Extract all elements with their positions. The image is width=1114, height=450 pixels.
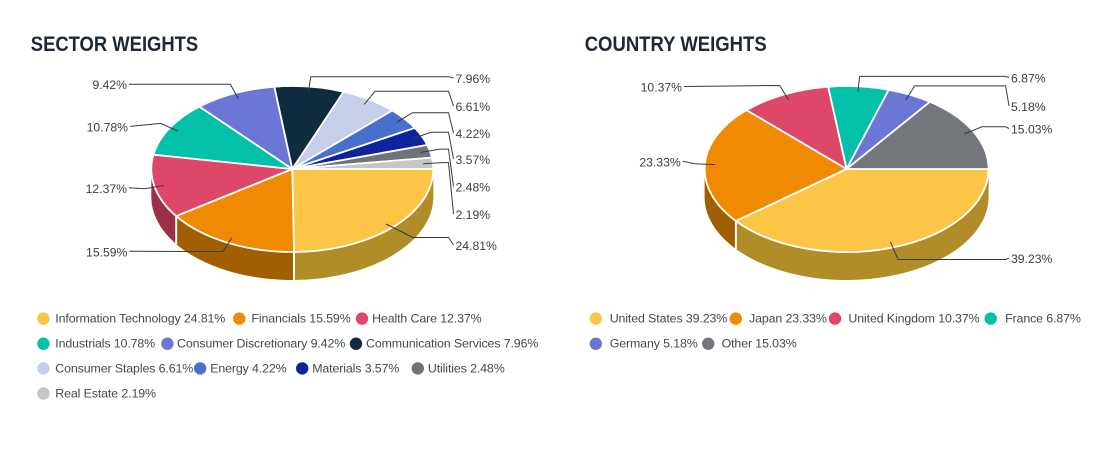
- svg-text:France 6.87%: France 6.87%: [1005, 312, 1081, 326]
- svg-text:Consumer Discretionary 9.42%: Consumer Discretionary 9.42%: [177, 337, 345, 351]
- svg-text:10.78%: 10.78%: [87, 120, 128, 134]
- svg-text:10.37%: 10.37%: [641, 81, 682, 95]
- svg-text:4.22%: 4.22%: [456, 127, 491, 141]
- svg-text:24.81%: 24.81%: [456, 239, 497, 253]
- svg-text:15.03%: 15.03%: [1011, 123, 1052, 137]
- svg-text:Real Estate 2.19%: Real Estate 2.19%: [55, 387, 156, 401]
- svg-text:Germany 5.18%: Germany 5.18%: [610, 337, 698, 351]
- svg-text:Japan 23.33%: Japan 23.33%: [749, 312, 827, 326]
- svg-text:6.61%: 6.61%: [456, 100, 491, 114]
- svg-text:Financials 15.59%: Financials 15.59%: [251, 312, 350, 326]
- svg-text:9.42%: 9.42%: [92, 78, 127, 92]
- svg-text:7.96%: 7.96%: [456, 72, 491, 86]
- svg-text:Communication Services 7.96%: Communication Services 7.96%: [366, 337, 538, 351]
- svg-text:3.57%: 3.57%: [456, 153, 491, 167]
- svg-text:12.37%: 12.37%: [86, 182, 127, 196]
- svg-text:Industrials 10.78%: Industrials 10.78%: [55, 337, 155, 351]
- svg-text:United States 39.23%: United States 39.23%: [610, 312, 728, 326]
- svg-text:2.19%: 2.19%: [456, 208, 491, 222]
- svg-text:Health Care 12.37%: Health Care 12.37%: [372, 312, 482, 326]
- svg-text:United Kingdom 10.37%: United Kingdom 10.37%: [848, 312, 979, 326]
- svg-text:SECTOR WEIGHTS: SECTOR WEIGHTS: [31, 32, 198, 56]
- svg-text:6.87%: 6.87%: [1011, 72, 1046, 86]
- svg-text:15.59%: 15.59%: [86, 245, 127, 259]
- svg-text:Utilities 2.48%: Utilities 2.48%: [428, 361, 505, 375]
- svg-text:Energy 4.22%: Energy 4.22%: [210, 361, 286, 375]
- svg-text:Other 15.03%: Other 15.03%: [722, 337, 797, 351]
- svg-text:5.18%: 5.18%: [1011, 100, 1046, 114]
- svg-text:Materials 3.57%: Materials 3.57%: [312, 361, 399, 375]
- svg-text:2.48%: 2.48%: [456, 181, 491, 195]
- svg-text:Consumer Staples 6.61%: Consumer Staples 6.61%: [55, 361, 193, 375]
- svg-text:COUNTRY WEIGHTS: COUNTRY WEIGHTS: [585, 32, 767, 56]
- svg-text:Information Technology 24.81%: Information Technology 24.81%: [55, 312, 225, 326]
- svg-text:39.23%: 39.23%: [1011, 252, 1052, 266]
- svg-text:23.33%: 23.33%: [639, 155, 680, 169]
